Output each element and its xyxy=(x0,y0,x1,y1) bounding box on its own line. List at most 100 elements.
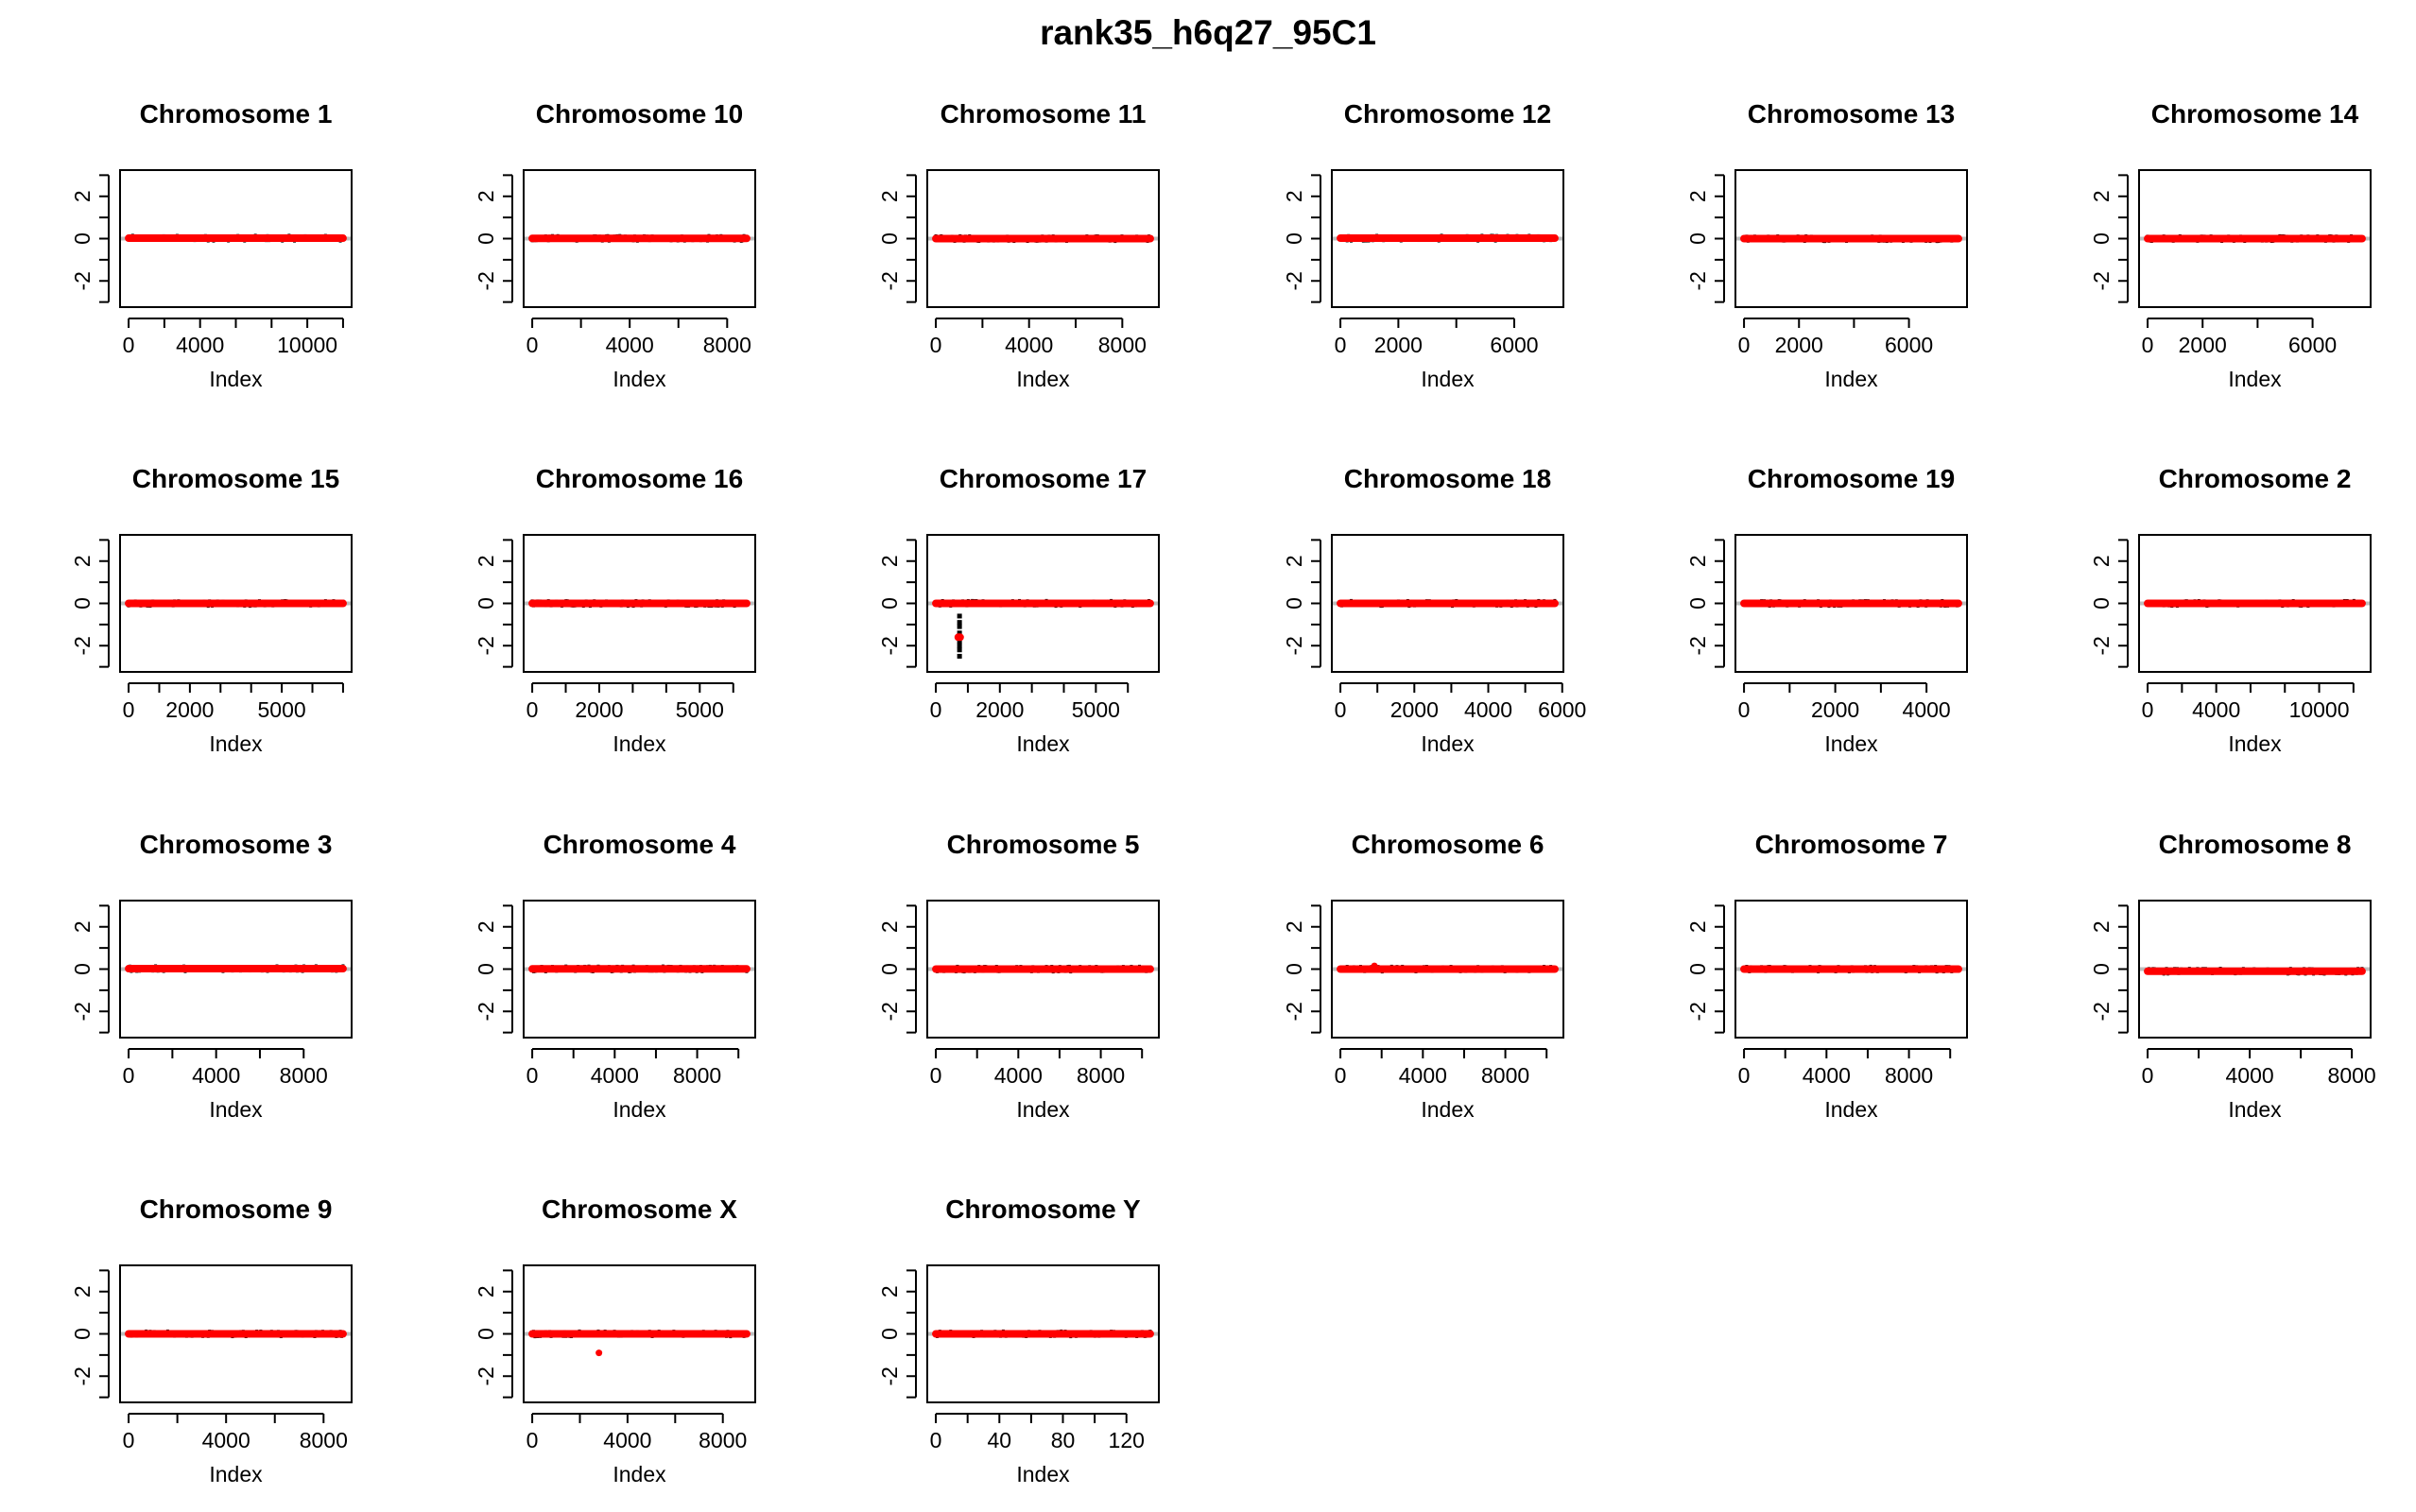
x-tick-label: 4000 xyxy=(603,1428,651,1452)
x-tick-label: 5000 xyxy=(676,697,724,722)
y-tick-label: 0 xyxy=(474,597,498,610)
x-tick-label: 0 xyxy=(1738,697,1751,722)
x-tick-label: 8000 xyxy=(673,1063,721,1088)
y-tick-label: 0 xyxy=(2089,963,2114,975)
x-tick-label: 6000 xyxy=(2288,333,2337,357)
x-tick-label: 0 xyxy=(2142,1063,2154,1088)
y-tick-label: 0 xyxy=(70,963,95,975)
panel-title: Chromosome 7 xyxy=(1755,830,1948,859)
y-tick-label: 2 xyxy=(877,920,902,933)
panel-title: Chromosome 2 xyxy=(2159,464,2352,493)
y-tick-label: 2 xyxy=(70,555,95,567)
x-axis-label: Index xyxy=(613,1097,666,1122)
y-tick-label: 0 xyxy=(474,1328,498,1340)
plot-frame xyxy=(523,534,756,673)
y-tick-label: 0 xyxy=(70,1328,95,1340)
chromosome-panel: Chromosome 3 0 4000 8000 Index -2 0 2 xyxy=(70,830,353,1122)
plot-frame xyxy=(523,1264,756,1403)
y-tick-label: -2 xyxy=(1685,1002,1710,1021)
y-tick-label: -2 xyxy=(1282,636,1306,655)
y-tick-label: 0 xyxy=(877,597,902,610)
plot-frame xyxy=(119,900,353,1039)
chromosome-panel: Chromosome 12 0 2000 6000 Index -2 0 2 xyxy=(1282,99,1564,391)
panel-title: Chromosome 6 xyxy=(1352,830,1545,859)
x-tick-label: 4000 xyxy=(591,1063,639,1088)
plot-frame xyxy=(2138,534,2372,673)
segment-point xyxy=(595,1349,603,1357)
x-tick-label: 0 xyxy=(1738,333,1751,357)
y-tick-label: 2 xyxy=(1685,190,1710,202)
x-tick-label: 2000 xyxy=(165,697,214,722)
y-tick-label: 2 xyxy=(1685,555,1710,567)
chromosome-panel: Chromosome 9 0 4000 8000 Index -2 0 2 xyxy=(70,1194,353,1486)
x-tick-label: 8000 xyxy=(280,1063,328,1088)
y-tick-label: 0 xyxy=(70,232,95,245)
y-tick-label: -2 xyxy=(2089,636,2114,655)
chromosome-panel: Chromosome 18 0 2000 4000 6000 Index -2 0 2 xyxy=(1282,464,1586,756)
x-axis-label: Index xyxy=(1824,367,1878,391)
y-tick-label: 0 xyxy=(877,963,902,975)
y-tick-label: 2 xyxy=(70,920,95,933)
x-tick-label: 8000 xyxy=(300,1428,348,1452)
x-tick-label: 6000 xyxy=(1538,697,1586,722)
y-tick-label: 0 xyxy=(877,1328,902,1340)
panel-title: Chromosome 18 xyxy=(1344,464,1551,493)
y-tick-label: 2 xyxy=(474,190,498,202)
y-tick-label: 0 xyxy=(1685,232,1710,245)
plot-frame xyxy=(1331,900,1564,1039)
figure-title: rank35_h6q27_95C1 xyxy=(1040,13,1376,52)
y-tick-label: -2 xyxy=(70,1002,95,1021)
segment-point xyxy=(1371,962,1378,970)
x-tick-label: 8000 xyxy=(1885,1063,1933,1088)
y-tick-label: 2 xyxy=(877,1285,902,1297)
x-axis-label: Index xyxy=(209,367,263,391)
y-tick-label: -2 xyxy=(2089,1002,2114,1021)
x-tick-label: 2000 xyxy=(2179,333,2227,357)
y-tick-label: 0 xyxy=(1685,963,1710,975)
chromosome-panel: Chromosome X 0 4000 8000 Index -2 0 2 xyxy=(474,1194,756,1486)
panel-title: Chromosome 5 xyxy=(947,830,1140,859)
y-tick-label: 2 xyxy=(1282,920,1306,933)
x-tick-label: 4000 xyxy=(202,1428,250,1452)
y-tick-label: 2 xyxy=(1282,190,1306,202)
panel-title: Chromosome 10 xyxy=(536,99,743,129)
x-axis-label: Index xyxy=(1016,1097,1070,1122)
panel-title: Chromosome 19 xyxy=(1748,464,1955,493)
y-tick-label: 0 xyxy=(1282,963,1306,975)
x-tick-label: 0 xyxy=(1335,333,1347,357)
x-axis-label: Index xyxy=(2228,1097,2282,1122)
panel-title: Chromosome 15 xyxy=(132,464,339,493)
chromosome-panel: Chromosome 4 0 4000 8000 Index -2 0 2 xyxy=(474,830,756,1122)
plot-frame xyxy=(1734,534,1968,673)
plot-frame xyxy=(523,900,756,1039)
x-tick-label: 6000 xyxy=(1885,333,1933,357)
plot-frame xyxy=(1734,169,1968,308)
x-tick-label: 2000 xyxy=(1390,697,1439,722)
x-tick-label: 0 xyxy=(1335,1063,1347,1088)
x-tick-label: 8000 xyxy=(1077,1063,1125,1088)
plot-frame xyxy=(1331,534,1564,673)
chromosome-panel: Chromosome 19 0 2000 4000 Index -2 0 2 xyxy=(1685,464,1968,756)
y-tick-label: -2 xyxy=(474,271,498,290)
y-tick-label: -2 xyxy=(877,271,902,290)
x-tick-label: 0 xyxy=(930,1428,942,1452)
chromosome-panel: Chromosome 15 0 2000 5000 Index -2 0 2 xyxy=(70,464,353,756)
x-axis-label: Index xyxy=(613,367,666,391)
x-tick-label: 8000 xyxy=(1098,333,1147,357)
x-tick-label: 8000 xyxy=(1481,1063,1529,1088)
chromosome-panel: Chromosome 5 0 4000 8000 Index -2 0 2 xyxy=(877,830,1160,1122)
outlier-point xyxy=(957,630,962,636)
x-axis-label: Index xyxy=(209,731,263,756)
y-tick-label: 2 xyxy=(2089,190,2114,202)
y-tick-label: 0 xyxy=(1282,597,1306,610)
y-tick-label: -2 xyxy=(2089,271,2114,290)
x-axis-label: Index xyxy=(1016,731,1070,756)
x-axis-label: Index xyxy=(613,731,666,756)
x-tick-label: 0 xyxy=(123,1428,135,1452)
y-tick-label: 0 xyxy=(2089,597,2114,610)
plot-frame xyxy=(119,1264,353,1403)
x-tick-label: 4000 xyxy=(1464,697,1512,722)
x-tick-label: 40 xyxy=(987,1428,1011,1452)
